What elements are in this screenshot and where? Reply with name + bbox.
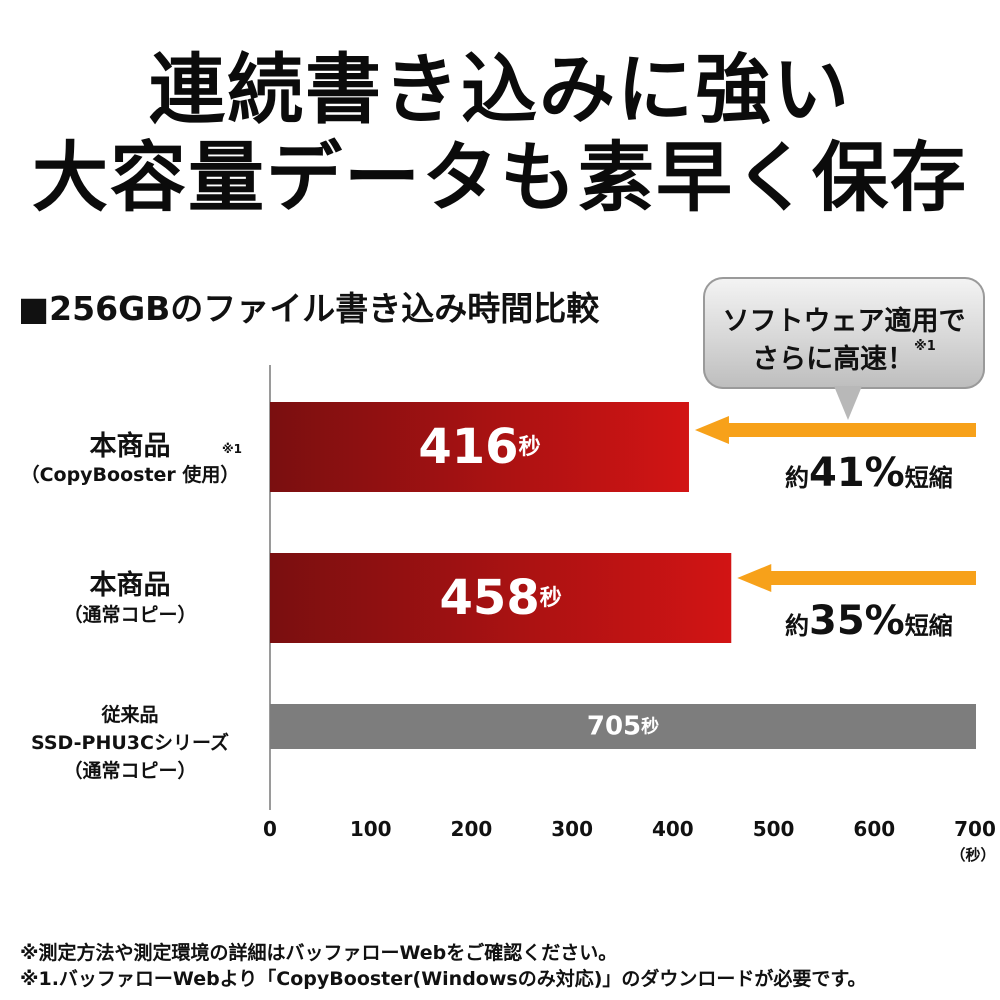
chart-title: ■256GBのファイル書き込み時間比較 [18,289,600,328]
x-tick-label: 600 [853,817,895,841]
category-label-3-sub: SSD-PHU3Cシリーズ [31,732,229,754]
callout-tail [834,386,862,420]
x-unit-label: （秒） [950,846,995,864]
reduction-1-suffix: 短縮 [904,464,953,492]
x-tick-label: 400 [652,817,694,841]
x-tick-label: 700 [954,817,996,841]
reduction-2-suffix: 短縮 [904,612,953,640]
reduction-2-prefix: 約 [785,612,809,640]
headline-line-1: 連続書き込みに強い [149,45,851,134]
category-label-1-main: 本商品 [89,431,171,462]
bar-3 [270,704,976,749]
x-tick-label: 0 [263,817,277,841]
callout-line-2-text: さらに高速！ [752,344,915,375]
reduction-arrow-2 [737,564,976,592]
callout-line-2: さらに高速！※1 [703,337,985,376]
footnote-1: ※測定方法や測定環境の詳細はバッファローWebをご確認ください。 [20,942,618,964]
bar-3-value-label: 705秒 [587,712,659,742]
category-label-2-sub: （通常コピー） [63,604,197,626]
reduction-2-value: 35% [809,598,905,644]
callout-line-1: ソフトウェア適用で [722,306,966,337]
reduction-label-2: 約35%短縮 [785,598,953,644]
reduction-arrow-1 [694,416,976,444]
x-tick-label: 300 [551,817,593,841]
reduction-1-prefix: 約 [785,464,809,492]
callout-bubble: ソフトウェア適用で さらに高速！※1 [703,277,985,389]
reduction-label-1: 約41%短縮 [785,450,953,496]
x-tick-label: 100 [350,817,392,841]
category-label-3-main: 従来品 [101,704,159,726]
bar-2-value-label: 458秒 [440,570,562,626]
x-tick-label: 500 [753,817,795,841]
x-tick-label: 200 [451,817,493,841]
bar-1-value-label: 416秒 [418,419,540,475]
category-label-3-sub2: （通常コピー） [63,760,197,782]
reduction-1-value: 41% [809,450,905,496]
bar-2 [270,553,732,643]
bar-1 [270,402,689,492]
headline-line-2: 大容量データも素早く保存 [32,133,968,222]
footnote-2: ※1.バッファローWebより「CopyBooster(Windowsのみ対応)」… [20,968,867,990]
category-label-1-sub: （CopyBooster 使用） [20,464,240,486]
callout-note: ※1 [914,339,936,354]
category-label-2-main: 本商品 [89,570,171,601]
category-label-1-note: ※1 [222,442,243,456]
